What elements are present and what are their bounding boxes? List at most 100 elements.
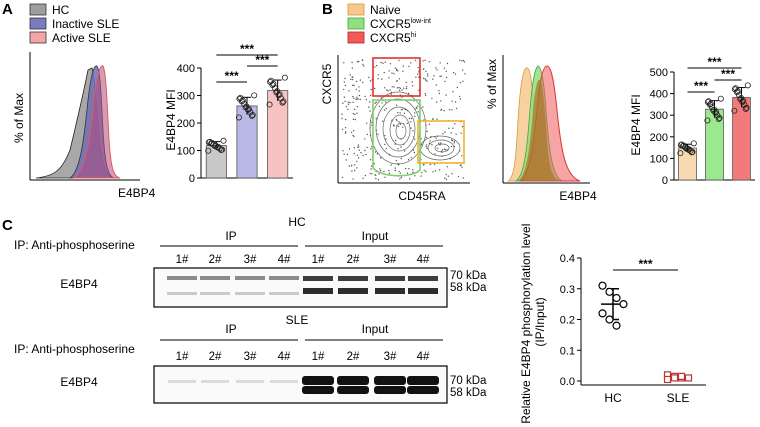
- flow-event: [384, 176, 386, 178]
- flow-event: [382, 62, 384, 64]
- data-point-hc: [598, 281, 607, 290]
- flow-event: [370, 168, 372, 170]
- y-tick-label: 0.3: [560, 284, 575, 296]
- flow-event: [438, 169, 441, 171]
- flow-event: [413, 151, 415, 154]
- band-70kda-hc: [167, 276, 197, 280]
- flow-event: [459, 59, 461, 61]
- flow-event: [451, 173, 453, 175]
- flow-event: [426, 147, 428, 150]
- flow-event: [378, 105, 381, 108]
- flow-event: [412, 130, 414, 132]
- input-header-hc: Input: [362, 229, 389, 243]
- data-point: [717, 95, 724, 102]
- flow-event: [352, 95, 354, 98]
- flow-event: [457, 175, 460, 178]
- lane-label-hc: 3#: [244, 254, 257, 266]
- flow-event: [364, 174, 367, 177]
- flow-event: [398, 121, 400, 123]
- bar-chart-b-ylabel: E4BP4 MFI: [629, 94, 643, 155]
- data-point: [688, 149, 695, 156]
- flow-event: [343, 62, 345, 64]
- flow-event: [353, 147, 355, 149]
- flow-event: [438, 142, 440, 144]
- band-faint-sle: [236, 380, 264, 383]
- y-tick-label: 200: [177, 118, 195, 130]
- flow-event: [362, 59, 364, 62]
- legend-b-label-naive: Naive: [370, 3, 401, 17]
- ip-header-hc: IP: [225, 229, 236, 243]
- data-point-sle: [663, 375, 672, 384]
- flow-event: [369, 110, 371, 112]
- flow-event: [400, 146, 402, 148]
- western-blots: HC IP: Anti-phosphoserine IP Input E4BP4…: [14, 215, 487, 404]
- flow-event: [366, 133, 368, 136]
- flow-event: [393, 86, 395, 88]
- data-point: [235, 114, 242, 121]
- legend-b-lowint-main: CXCR5: [370, 17, 411, 31]
- flow-event: [370, 148, 372, 150]
- flow-event: [369, 172, 371, 175]
- legend-a-swatch-hc: [29, 3, 47, 16]
- flow-event: [396, 80, 398, 82]
- flow-event: [359, 98, 361, 101]
- flow-event: [357, 157, 360, 159]
- flow-event: [445, 70, 447, 73]
- flow-event: [425, 144, 428, 146]
- flow-event: [432, 171, 434, 173]
- flow-event: [450, 145, 453, 148]
- flow-event: [408, 117, 411, 120]
- flow-event: [400, 109, 402, 111]
- flow-event: [344, 132, 347, 134]
- band-70kda-hc: [303, 276, 333, 281]
- flow-event: [422, 106, 424, 108]
- flow-event: [451, 109, 453, 111]
- sle-label: SLE: [286, 313, 309, 327]
- y-tick-label: 400: [650, 89, 668, 101]
- flow-event: [357, 146, 360, 148]
- data-point: [715, 115, 722, 122]
- flow-event: [364, 95, 366, 98]
- lane-label-hc: 2#: [209, 254, 222, 266]
- data-point: [236, 95, 243, 102]
- flow-event: [356, 112, 358, 115]
- flow-event: [384, 109, 386, 111]
- flow-event: [347, 101, 349, 103]
- data-point: [731, 107, 738, 114]
- flow-event: [398, 59, 400, 62]
- flow-event: [429, 140, 431, 142]
- kda-70-hc: 70 kDa: [450, 270, 487, 282]
- flow-event: [371, 173, 373, 175]
- flow-event: [383, 170, 385, 173]
- flow-event: [456, 107, 458, 110]
- flow-event: [413, 112, 416, 114]
- flow-event: [424, 59, 426, 61]
- legend-a-label-inactive: Inactive SLE: [52, 17, 119, 31]
- flow-event: [382, 120, 384, 122]
- flow-event: [436, 118, 438, 120]
- flow-event: [412, 168, 414, 171]
- flow-event: [408, 178, 411, 180]
- flow-plot-b: CXCR5 CD45RA: [320, 55, 470, 203]
- flow-event: [397, 112, 399, 114]
- flow-event: [405, 87, 408, 90]
- histogram-a-xlabel: E4BP4: [118, 186, 156, 200]
- flow-event: [400, 176, 402, 179]
- flow-event: [366, 146, 368, 149]
- flow-event: [399, 172, 401, 174]
- flow-event: [412, 149, 415, 151]
- flow-event: [381, 78, 383, 80]
- flow-event: [354, 169, 356, 172]
- flow-contour: [389, 114, 411, 146]
- flow-event: [435, 67, 437, 69]
- flow-event: [462, 80, 464, 83]
- flow-event: [389, 63, 392, 65]
- data-point: [677, 141, 684, 148]
- flow-event: [414, 59, 416, 62]
- legend-b-hi-sup: hi: [411, 32, 417, 39]
- flow-event: [418, 71, 420, 73]
- flow-event: [394, 169, 396, 172]
- data-point: [704, 117, 711, 124]
- bar-chart-a-ylabel: E4BP4 MFI: [164, 89, 178, 150]
